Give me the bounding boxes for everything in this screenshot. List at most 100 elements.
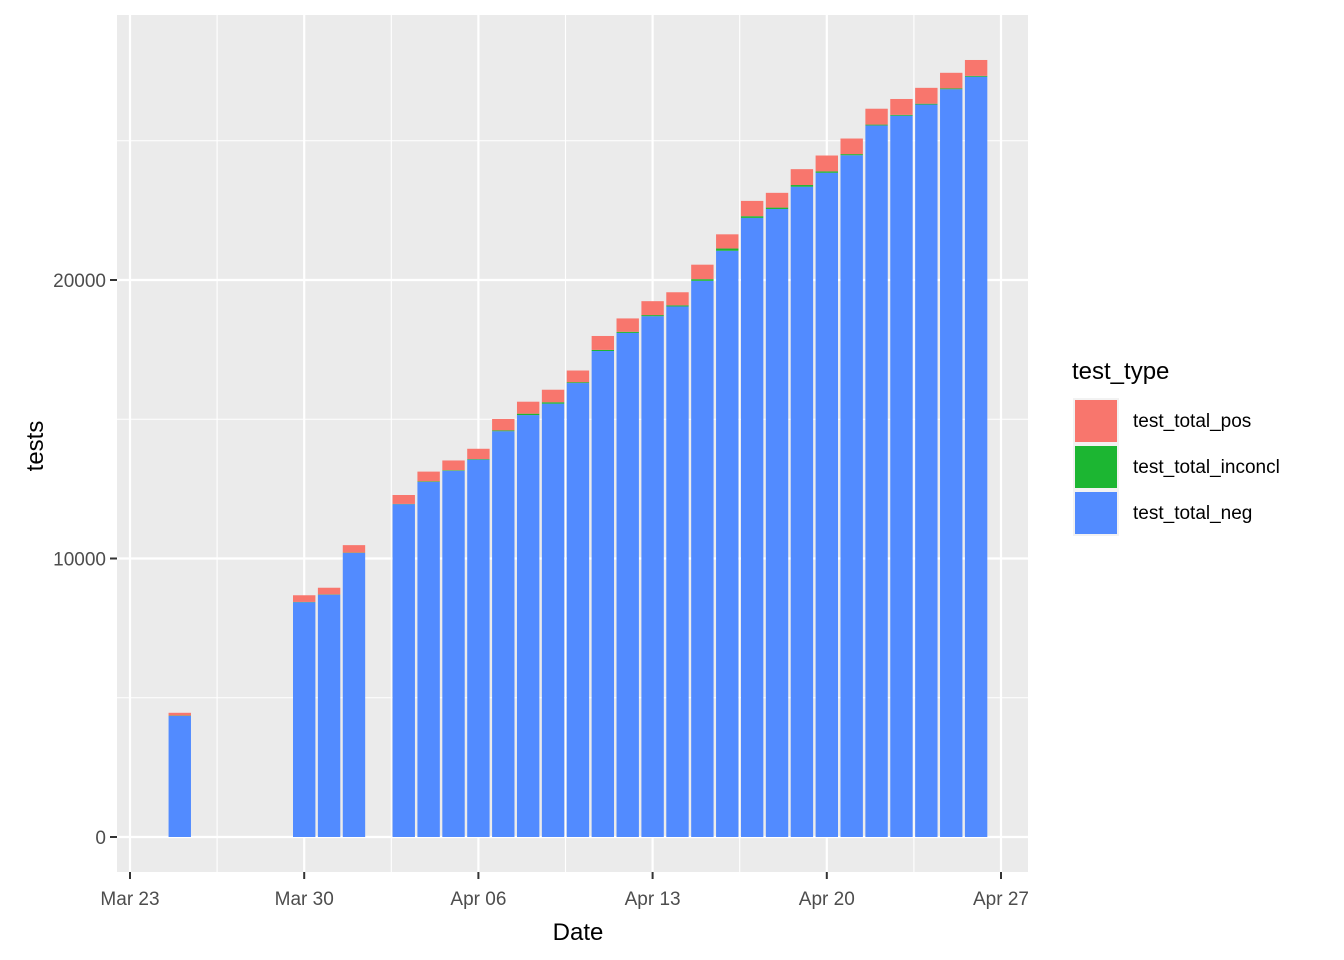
legend-entry-label: test_total_pos: [1133, 411, 1251, 432]
bar-segment-test_total_pos: [840, 138, 863, 155]
x-tick-label: Mar 30: [275, 889, 334, 910]
bar-segment-test_total_pos: [541, 389, 565, 403]
bar-segment-test_total_neg: [940, 89, 963, 838]
bar-segment-test_total_inconcl: [691, 279, 714, 281]
bar-segment-test_total_pos: [566, 370, 590, 383]
bar-segment-test_total_neg: [765, 208, 789, 838]
bar-segment-test_total_neg: [168, 715, 191, 837]
bar-segment-test_total_inconcl: [940, 88, 963, 90]
bar-segment-test_total_neg: [964, 76, 988, 837]
bar-segment-test_total_pos: [641, 301, 664, 316]
bar-segment-test_total_pos: [815, 155, 838, 172]
bar-segment-test_total_neg: [541, 403, 565, 837]
bar-segment-test_total_inconcl: [790, 185, 814, 187]
bar-segment-test_total_neg: [890, 115, 913, 837]
y-axis-title: tests: [22, 421, 49, 472]
bar-segment-test_total_pos: [865, 108, 888, 125]
bar-segment-test_total_inconcl: [765, 207, 789, 209]
bar-segment-test_total_neg: [915, 104, 938, 838]
bar-segment-test_total_neg: [293, 602, 316, 837]
x-tick-label: Apr 06: [450, 889, 506, 910]
bar-segment-test_total_inconcl: [890, 114, 913, 116]
x-tick-label: Mar 23: [100, 889, 159, 910]
bar-segment-test_total_pos: [890, 98, 913, 115]
legend: test_type test_total_pos test_total_incon…: [1072, 358, 1280, 536]
bar-segment-test_total_neg: [342, 552, 366, 837]
bar-segment-test_total_inconcl: [815, 171, 838, 173]
bar-segment-test_total_inconcl: [666, 305, 689, 307]
bar-segment-test_total_inconcl: [467, 459, 490, 460]
bar-segment-test_total_inconcl: [616, 331, 639, 333]
x-tick-label: Apr 20: [799, 889, 855, 910]
x-axis-title: Date: [553, 919, 604, 946]
bar-segment-test_total_inconcl: [641, 315, 664, 317]
bar-segment-test_total_inconcl: [566, 382, 590, 384]
bar-segment-test_total_pos: [467, 448, 490, 460]
bar-segment-test_total_pos: [516, 401, 540, 414]
bar-segment-test_total_inconcl: [840, 154, 863, 156]
bar-segment-test_total_neg: [840, 155, 863, 837]
bar-segment-test_total_inconcl: [591, 349, 615, 352]
legend-swatch: [1075, 446, 1117, 488]
bar-segment-test_total_pos: [765, 192, 789, 208]
legend-entry-label: test_total_neg: [1133, 503, 1252, 524]
legend-entry-label: test_total_inconcl: [1133, 457, 1280, 478]
bar-segment-test_total_pos: [293, 595, 316, 602]
bar-segment-test_total_neg: [392, 504, 415, 837]
bar-segment-test_total_pos: [616, 318, 639, 332]
bar-segment-test_total_neg: [492, 431, 515, 837]
bar-segment-test_total_neg: [865, 125, 888, 838]
bar-segment-test_total_pos: [790, 169, 814, 186]
bar-segment-test_total_pos: [442, 460, 465, 471]
bar-segment-test_total_neg: [815, 172, 838, 838]
bar-segment-test_total_neg: [417, 481, 440, 837]
bar-segment-test_total_neg: [442, 470, 465, 837]
bar-segment-test_total_pos: [317, 587, 341, 595]
bar-segment-test_total_inconcl: [541, 402, 565, 404]
bar-segment-test_total_inconcl: [915, 103, 938, 105]
bar-segment-test_total_inconcl: [492, 430, 515, 432]
bar-segment-test_total_pos: [342, 545, 366, 553]
bar-segment-test_total_pos: [691, 264, 714, 280]
bar-segment-test_total_pos: [417, 471, 440, 482]
legend-swatch: [1075, 400, 1117, 442]
bar-segment-test_total_inconcl: [716, 248, 739, 251]
bar-segment-test_total_pos: [666, 292, 689, 306]
x-tick-label: Apr 13: [625, 889, 681, 910]
bar-segment-test_total_neg: [716, 250, 739, 837]
bar-segment-test_total_pos: [740, 200, 764, 217]
bar-segment-test_total_pos: [940, 72, 963, 89]
legend-swatch: [1075, 492, 1117, 534]
bar-segment-test_total_neg: [591, 351, 615, 837]
bars: [168, 59, 988, 838]
bar-segment-test_total_neg: [317, 594, 341, 837]
bar-segment-test_total_pos: [168, 712, 191, 716]
bar-segment-test_total_inconcl: [417, 481, 440, 482]
bar-segment-test_total_pos: [392, 495, 415, 504]
y-tick-label: 20000: [53, 271, 106, 292]
bar-segment-test_total_inconcl: [964, 75, 988, 77]
y-tick-label: 0: [95, 828, 106, 849]
bar-segment-test_total_neg: [790, 186, 814, 837]
bar-segment-test_total_inconcl: [516, 413, 540, 416]
x-tick-label: Apr 27: [973, 889, 1029, 910]
bar-segment-test_total_pos: [716, 234, 739, 249]
x-axis: Mar 23 Mar 30 Apr 06 Apr 13 Apr 20 Apr 27: [100, 872, 1029, 910]
y-axis: 0 10000 20000: [53, 271, 117, 849]
bar-segment-test_total_neg: [740, 217, 764, 837]
bar-segment-test_total_neg: [691, 280, 714, 837]
bar-segment-test_total_neg: [516, 415, 540, 837]
bar-segment-test_total_inconcl: [740, 216, 764, 218]
bar-segment-test_total_neg: [566, 383, 590, 837]
bar-segment-test_total_neg: [666, 306, 689, 837]
bar-segment-test_total_pos: [492, 418, 515, 431]
bar-segment-test_total_pos: [591, 335, 615, 350]
bar-segment-test_total_pos: [964, 59, 988, 76]
y-tick-label: 10000: [53, 550, 106, 571]
bar-segment-test_total_inconcl: [442, 470, 465, 471]
bar-segment-test_total_pos: [915, 87, 938, 104]
bar-segment-test_total_inconcl: [865, 124, 888, 126]
bar-segment-test_total_neg: [641, 316, 664, 838]
legend-title: test_type: [1072, 358, 1169, 385]
